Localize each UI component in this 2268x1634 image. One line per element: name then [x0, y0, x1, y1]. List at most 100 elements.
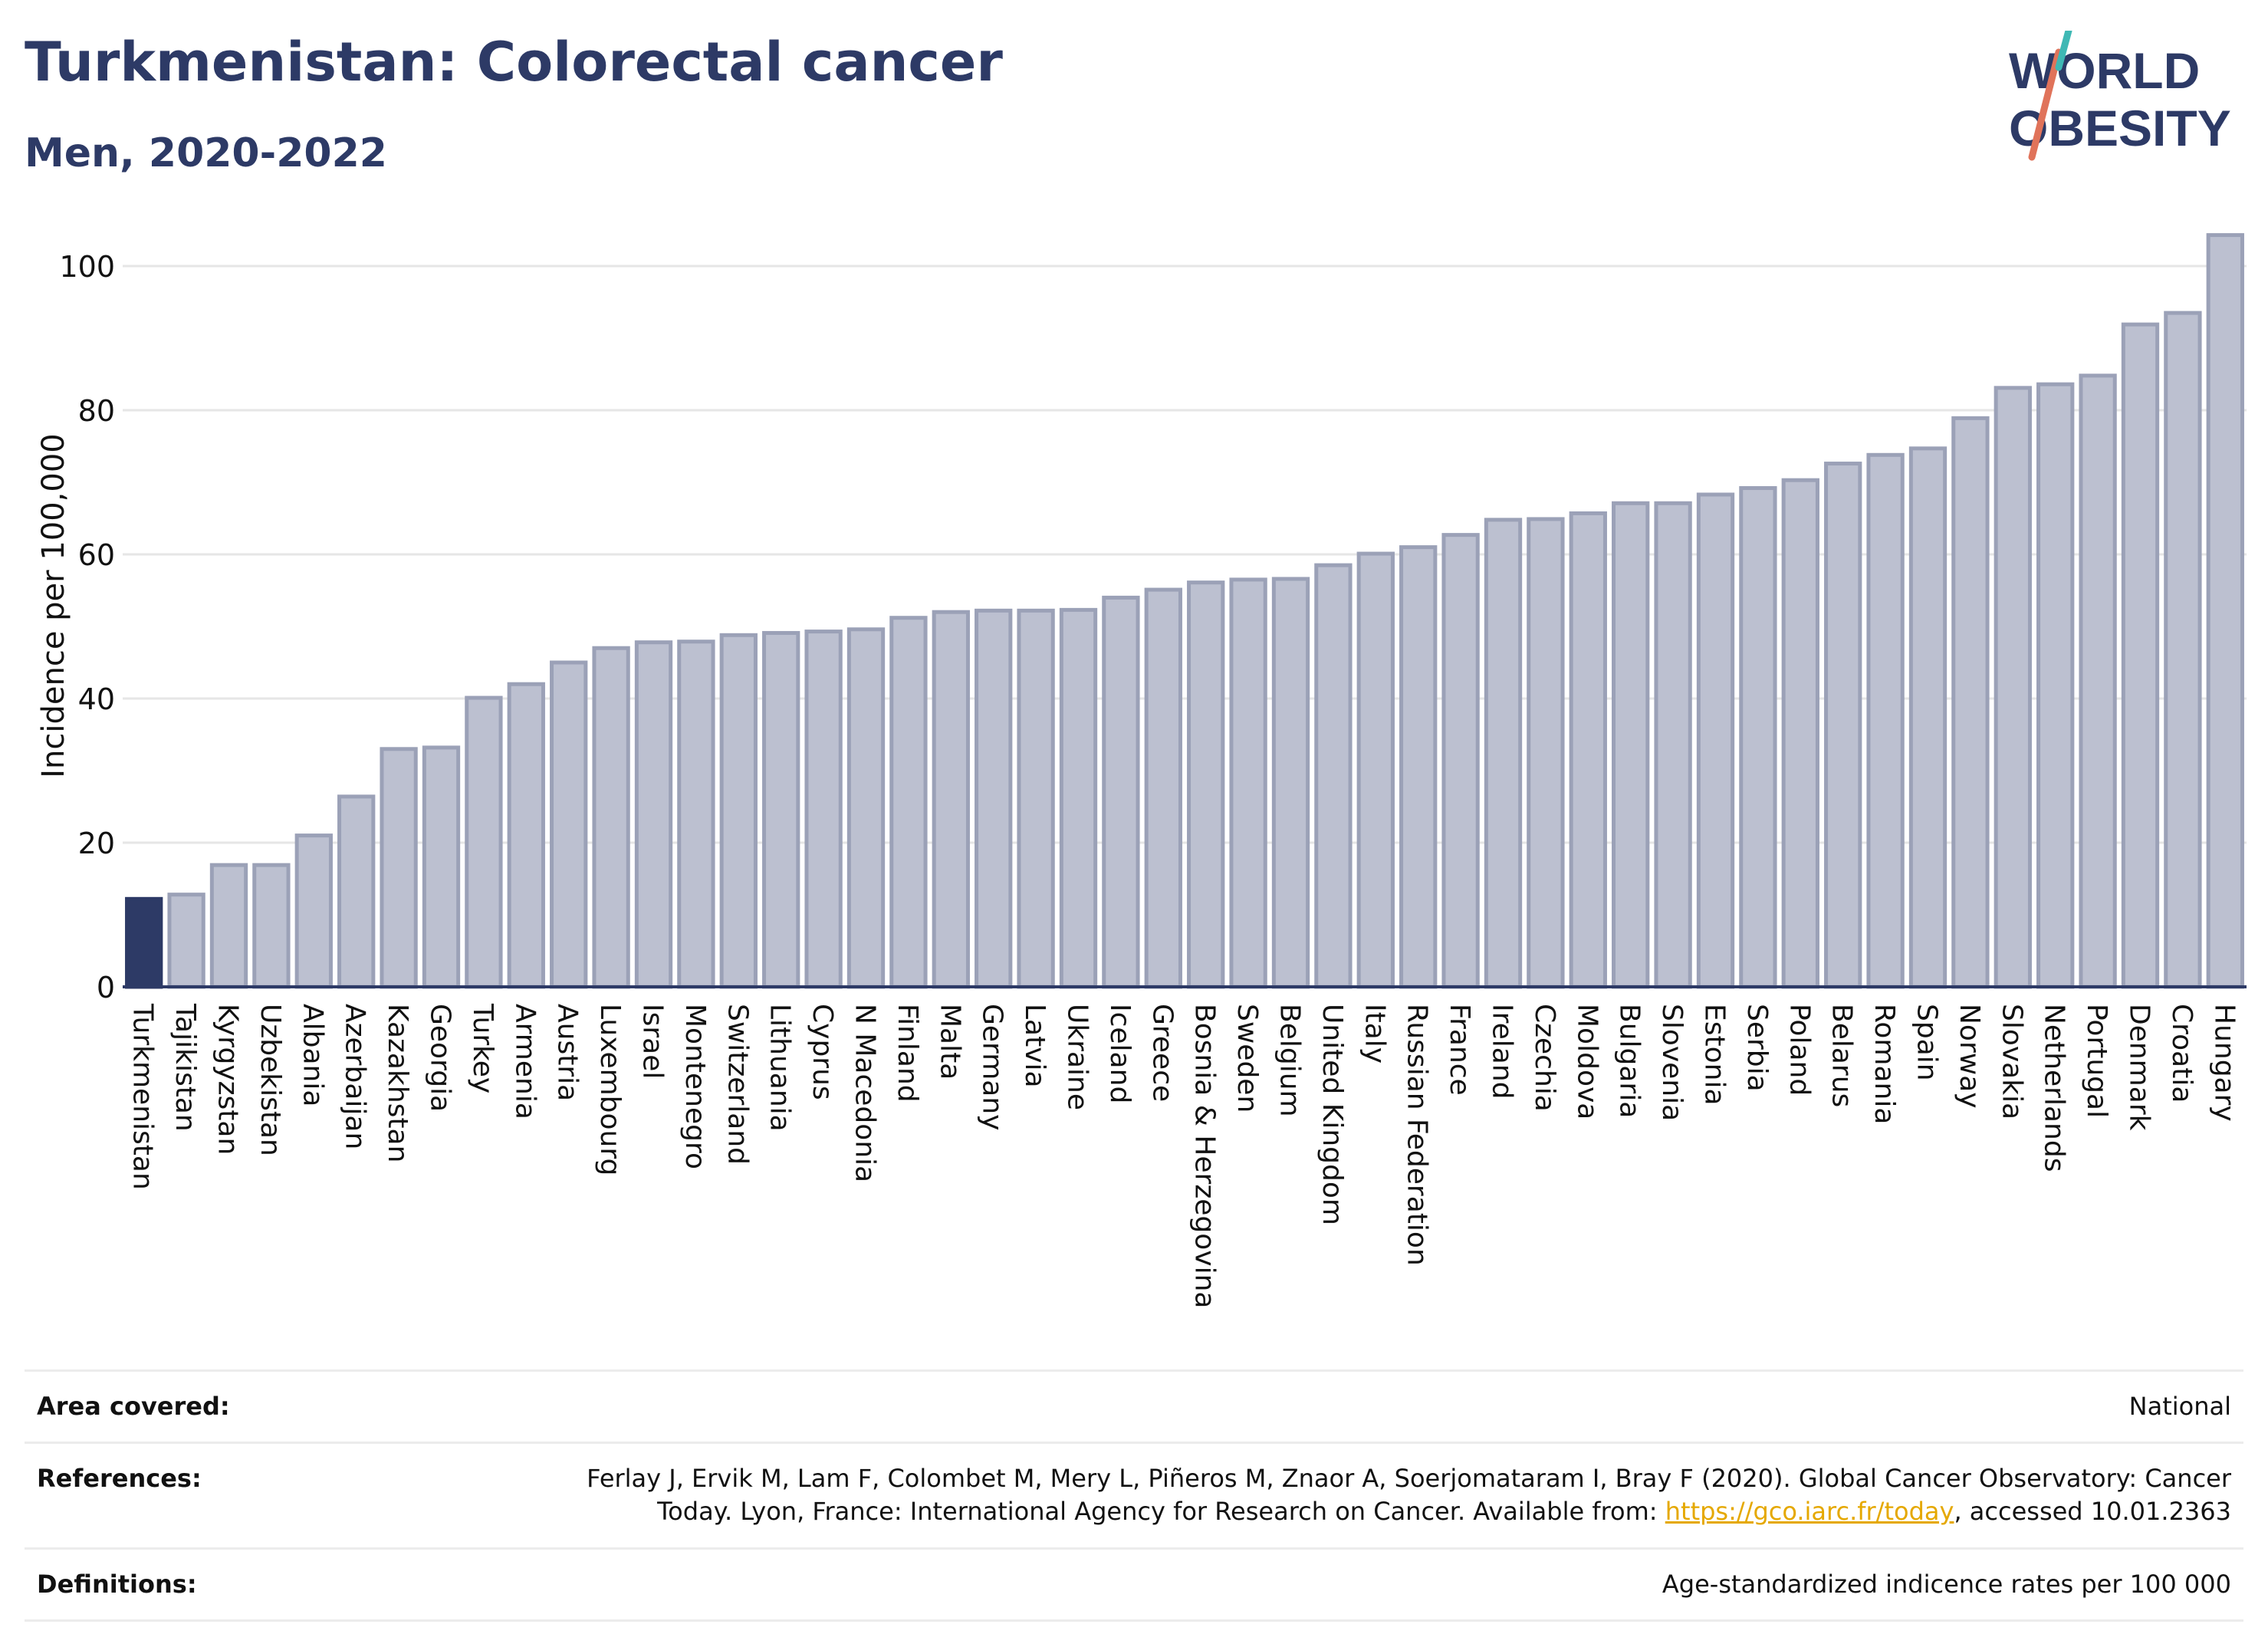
bar — [1271, 577, 1310, 989]
bar — [2036, 382, 2075, 989]
x-tick-label: Belgium — [1274, 1004, 1306, 1117]
x-tick-label: Denmark — [2124, 1004, 2155, 1131]
bar — [125, 896, 163, 989]
bar — [1612, 501, 1650, 989]
x-tick-label: United Kingdom — [1316, 1004, 1348, 1225]
bar — [167, 893, 205, 989]
bar — [1187, 580, 1225, 989]
y-tick-label: 20 — [78, 827, 115, 860]
world-obesity-logo: WORLD OBESITY — [2009, 31, 2231, 161]
logo-line1: WORLD — [2009, 42, 2200, 99]
references-label: References: — [25, 1442, 509, 1549]
references-row: References: Ferlay J, Ervik M, Lam F, Co… — [25, 1442, 2243, 1549]
x-tick-label: Slovakia — [1996, 1004, 2027, 1119]
references-link[interactable]: https://gco.iarc.fr/today — [1665, 1497, 1954, 1527]
x-tick-label: Czechia — [1529, 1004, 1560, 1112]
x-tick-label: Albania — [297, 1004, 328, 1106]
bar — [1569, 511, 1607, 989]
area-value: National — [509, 1369, 2243, 1443]
bar — [1866, 452, 1905, 989]
y-tick-label: 80 — [78, 394, 115, 428]
x-tick-label: Turkmenistan — [127, 1003, 159, 1190]
x-tick-label: Moldova — [1571, 1004, 1602, 1119]
bar — [1994, 386, 2032, 989]
x-tick-label: Cyprus — [807, 1004, 838, 1100]
bar — [634, 640, 673, 989]
x-tick-label: Iceland — [1104, 1004, 1136, 1103]
logo-slash-red — [2028, 48, 2063, 161]
x-tick-label: Croatia — [2166, 1004, 2197, 1103]
x-tick-label: Switzerland — [721, 1004, 753, 1165]
x-tick-label: Slovenia — [1656, 1004, 1688, 1121]
definitions-row: Definitions: Age-standardized indicence … — [25, 1547, 2243, 1622]
x-tick-label: Finland — [892, 1004, 923, 1103]
references-accessed: , accessed 10.01.2363 — [1954, 1497, 2231, 1527]
bar — [677, 639, 715, 989]
bar — [846, 627, 886, 989]
y-tick-label: 60 — [78, 538, 115, 572]
bar — [1951, 416, 1990, 989]
x-tick-label: Sweden — [1231, 1004, 1263, 1113]
x-tick-label: Austria — [552, 1004, 583, 1101]
bar — [1739, 486, 1777, 989]
x-tick-label: Lithuania — [764, 1004, 796, 1132]
x-tick-label: Armenia — [509, 1004, 541, 1119]
x-tick-label: Ukraine — [1062, 1004, 1093, 1110]
x-tick-label: Poland — [1783, 1004, 1815, 1096]
x-tick-label: Romania — [1869, 1004, 1900, 1124]
x-tick-label: Netherlands — [2039, 1004, 2070, 1172]
area-row: Area covered: National — [25, 1369, 2243, 1443]
references-line2: Today. Lyon, France: International Agenc… — [657, 1497, 1665, 1527]
x-tick-label: Hungary — [2208, 1004, 2240, 1122]
bar — [889, 616, 928, 989]
x-tick-label: Malta — [934, 1004, 965, 1080]
references-value: Ferlay J, Ervik M, Lam F, Colombet M, Me… — [509, 1442, 2243, 1549]
bar — [975, 608, 1013, 989]
x-tick-label: Georgia — [425, 1004, 456, 1112]
bar — [507, 682, 545, 989]
bar — [1781, 478, 1819, 989]
bar — [380, 747, 418, 989]
definitions-value: Age-standardized indicence rates per 100… — [509, 1547, 2243, 1622]
bar — [1017, 608, 1055, 989]
bar — [1144, 587, 1182, 989]
bar — [1527, 517, 1565, 989]
x-tick-label: Kazakhstan — [382, 1004, 413, 1162]
x-tick-label: Kyrgyzstan — [212, 1004, 244, 1155]
x-tick-label: Luxembourg — [594, 1004, 626, 1175]
x-tick-label: Portugal — [2081, 1004, 2112, 1118]
bar — [2079, 373, 2117, 989]
x-tick-label: Russian Federation — [1402, 1004, 1433, 1266]
x-tick-label: Tajikistan — [169, 1003, 201, 1132]
bar — [1356, 551, 1395, 989]
chart-title: Turkmenistan: Colorectal cancer — [25, 31, 1003, 94]
bar — [337, 794, 376, 989]
bar — [2206, 233, 2244, 989]
bar — [1696, 492, 1735, 989]
y-tick-label: 0 — [97, 971, 115, 1004]
x-tick-label: Italy — [1359, 1004, 1390, 1064]
x-tick-label: Azerbaijan — [340, 1004, 371, 1149]
bar — [592, 646, 630, 989]
logo-slash-teal — [2055, 31, 2072, 71]
bar — [1654, 501, 1692, 989]
x-tick-label: Bosnia & Herzegovina — [1189, 1004, 1221, 1308]
y-tick-label: 40 — [78, 682, 115, 716]
bar — [1908, 446, 1948, 989]
chart-subtitle: Men, 2020-2022 — [25, 130, 387, 176]
bar — [719, 633, 758, 989]
bar — [804, 630, 843, 989]
x-tick-label: Turkey — [467, 1003, 498, 1093]
bar — [550, 660, 588, 989]
x-tick-label: Ireland — [1487, 1004, 1518, 1100]
area-label: Area covered: — [25, 1369, 509, 1443]
x-tick-label: Greece — [1146, 1004, 1178, 1102]
x-tick-label: Estonia — [1699, 1004, 1731, 1106]
bar — [932, 610, 970, 989]
bar — [1059, 607, 1098, 989]
x-tick-label: Latvia — [1019, 1004, 1050, 1088]
bar — [294, 833, 333, 989]
bar — [1441, 533, 1480, 989]
x-tick-label: Spain — [1911, 1004, 1943, 1081]
definitions-label: Definitions: — [25, 1547, 509, 1622]
